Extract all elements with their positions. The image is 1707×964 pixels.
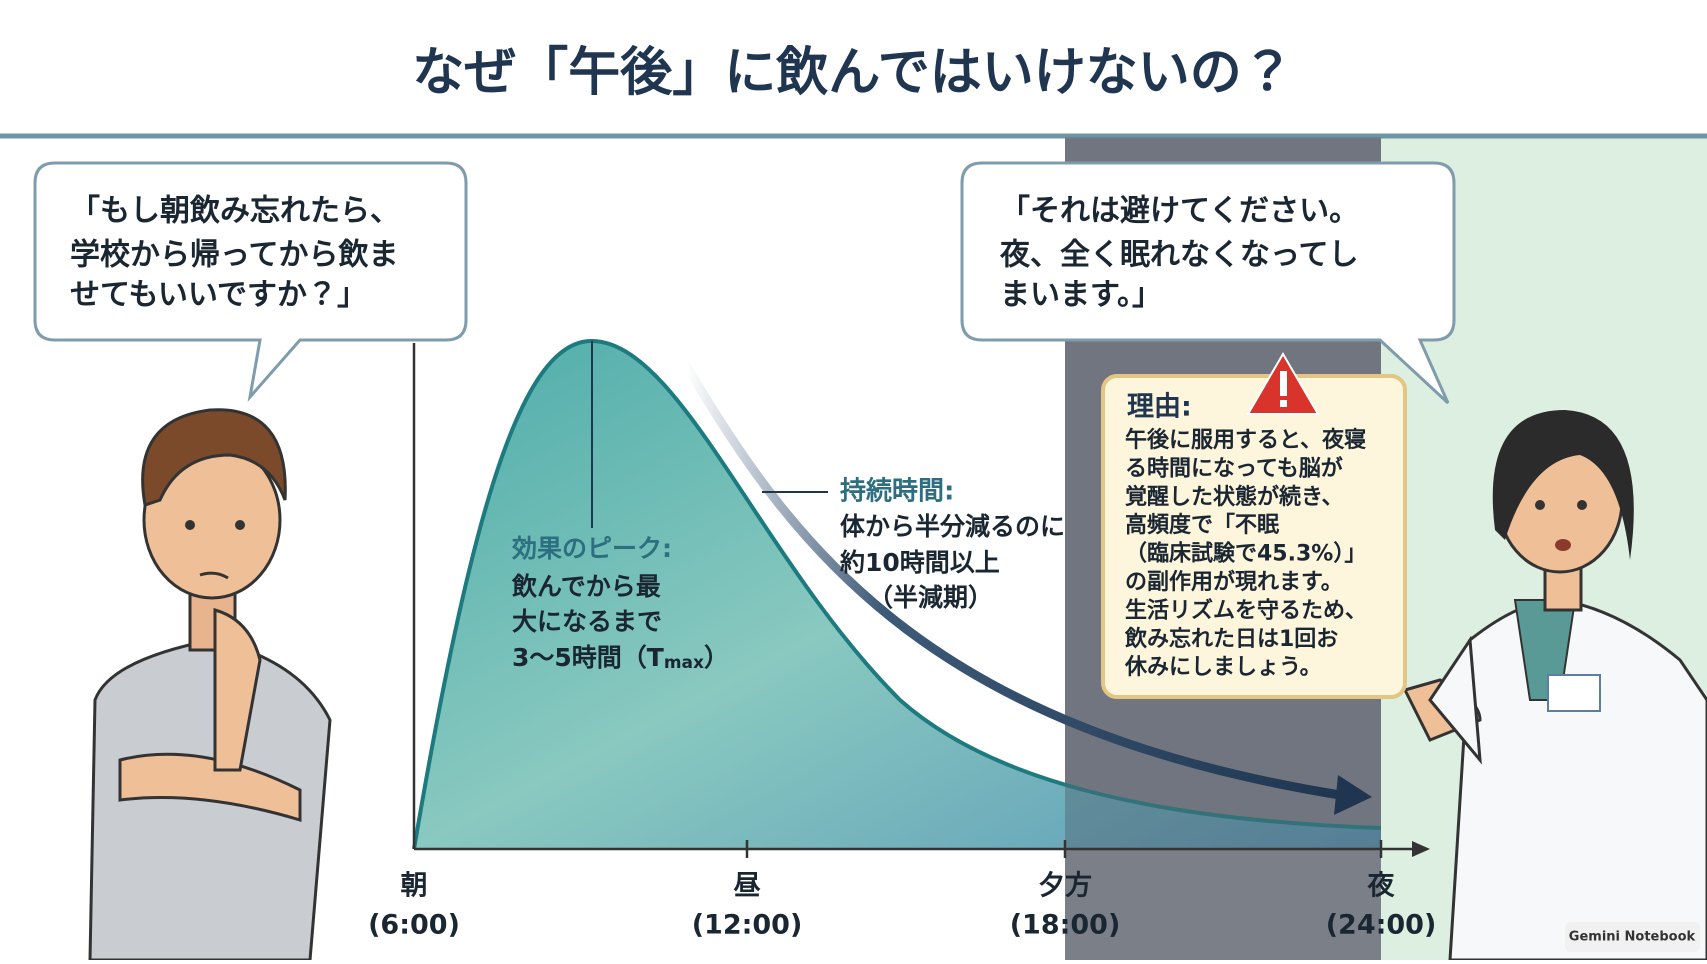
arrow-head <box>1334 775 1372 815</box>
duration-text: 体から半分減るのに <box>840 512 1065 541</box>
duration-heading: 持続時間: <box>840 476 954 507</box>
x-tick-time: (24:00) <box>1326 910 1437 941</box>
peak-heading: 効果のピーク: <box>511 534 672 563</box>
duration-arrow <box>682 362 1341 800</box>
peak-text: 飲んでから最 <box>511 572 662 601</box>
x-tick-label: 夕方 <box>1038 871 1092 902</box>
doctor-bubble <box>960 161 1456 405</box>
bubble-text: 学校から帰ってから飲ま <box>70 238 399 273</box>
reason-text: る時間になっても脳が <box>1125 455 1343 481</box>
bubble-text: 「それは避けてください。 <box>1000 194 1359 229</box>
duration-text: （半減期） <box>868 583 993 612</box>
reason-text: の副作用が現れます。 <box>1125 569 1343 595</box>
reason-text: 飲み忘れた日は1回お <box>1124 626 1338 652</box>
tmax-text: 3〜5時間（T <box>512 643 664 672</box>
reason-text: （臨床試験で45.3%）」 <box>1125 541 1366 567</box>
x-tick-label: 昼 <box>734 871 761 902</box>
bubble-text: せてもいいですか？」 <box>70 278 367 313</box>
watermark-bg <box>1565 922 1700 952</box>
peak-text: 3〜5時間（Tmax） <box>512 643 729 673</box>
x-tick-time: (6:00) <box>368 910 460 941</box>
bubble-text: まいます。」 <box>1000 278 1162 313</box>
x-tick-time: (12:00) <box>692 910 803 941</box>
title: なぜ「午後」に飲んではいけないの？ <box>412 43 1293 103</box>
tmax-sub: max <box>664 653 704 673</box>
x-axis-arrow <box>1412 841 1430 857</box>
warning-dot <box>1280 400 1287 407</box>
bubble-text: 夜、全く眠れなくなってし <box>999 238 1359 273</box>
reason-text: 午後に服用すると、夜寝 <box>1125 427 1366 453</box>
reason-box <box>1101 374 1407 699</box>
reason-text: 覚醒した状態が続き、 <box>1125 484 1343 510</box>
student-figure <box>88 408 332 962</box>
peak-text: 大になるまで <box>512 607 662 636</box>
x-tick-time: (18:00) <box>1010 910 1121 941</box>
reason-text: 生活リズムを守るため、 <box>1125 597 1367 623</box>
student-bubble <box>33 161 468 403</box>
reason-text: 休みにしましょう。 <box>1124 655 1322 680</box>
watermark: Gemini Notebook <box>1569 930 1696 945</box>
concentration-curve <box>412 338 1382 850</box>
concentration-area <box>414 340 1381 849</box>
x-tick-label: 朝 <box>401 871 428 902</box>
tmax-text: ） <box>704 643 729 672</box>
duration-text: 約10時間以上 <box>839 548 1000 577</box>
reason-heading: 理由: <box>1127 392 1192 423</box>
reason-text: 高頻度で「不眠 <box>1125 512 1280 538</box>
warning-mark <box>1280 371 1287 396</box>
bubble-text: 「もし朝飲み忘れたら、 <box>70 194 400 229</box>
doctor-figure <box>1402 410 1707 962</box>
ticks: 朝 (6:00) 昼 (12:00) 夕方 (18:00) 夜 (24:00) <box>368 840 1436 941</box>
x-tick-label: 夜 <box>1367 871 1396 902</box>
